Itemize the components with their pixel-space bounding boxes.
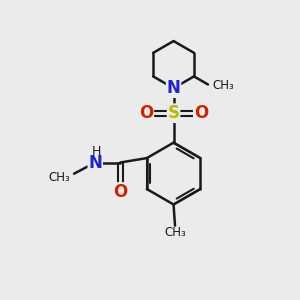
Text: O: O: [113, 183, 127, 201]
Text: S: S: [168, 104, 180, 122]
Text: O: O: [194, 104, 208, 122]
Text: N: N: [88, 154, 102, 172]
Text: CH₃: CH₃: [164, 226, 186, 238]
Text: H: H: [92, 145, 101, 158]
Text: O: O: [139, 104, 153, 122]
Text: CH₃: CH₃: [48, 171, 70, 184]
Text: N: N: [167, 79, 181, 97]
Text: CH₃: CH₃: [212, 80, 234, 92]
